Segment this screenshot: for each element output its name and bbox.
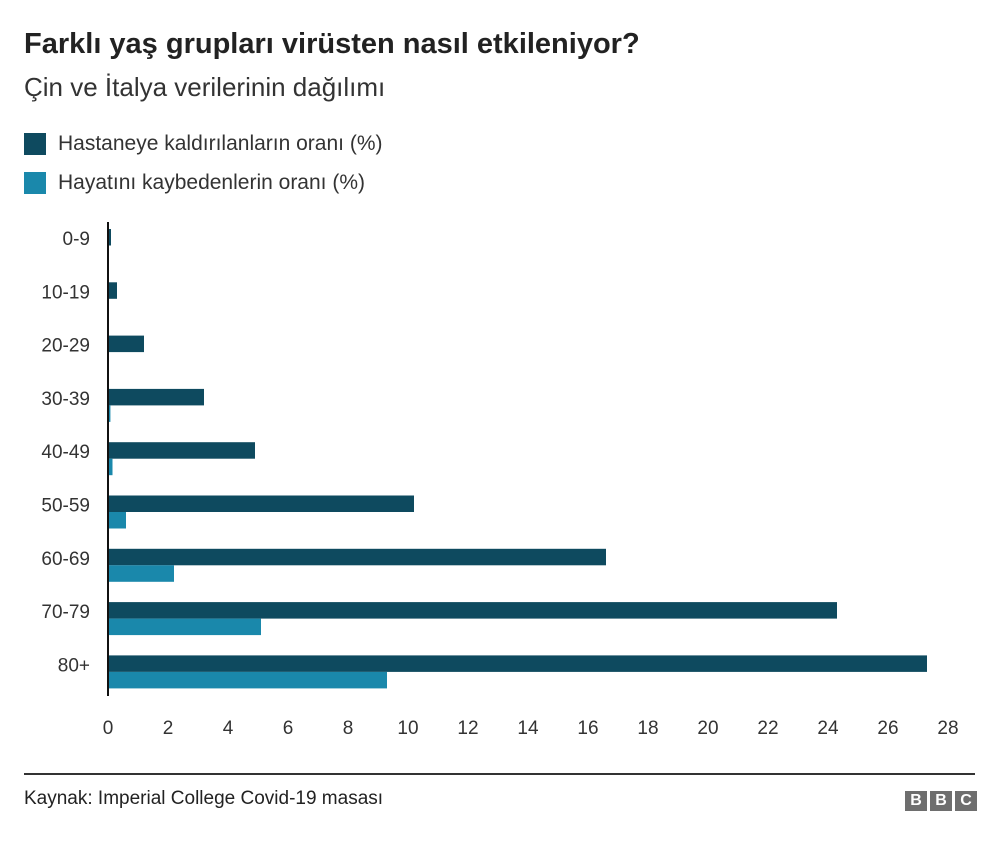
category-label: 10-19 [41, 282, 90, 303]
bar-hospitalised-40-49 [108, 442, 255, 459]
bar-deaths-60-69 [108, 565, 174, 582]
x-tick-label: 12 [457, 718, 478, 739]
x-tick-label: 16 [577, 718, 598, 739]
bar-hospitalised-30-39 [108, 388, 204, 406]
x-tick-label: 2 [163, 718, 174, 739]
legend-item-deaths: Hayatını kaybedenlerin oranı (%) [24, 171, 365, 195]
bar-deaths-80+ [108, 671, 387, 689]
x-tick-label: 22 [757, 718, 778, 739]
legend-item-hospitalised: Hastaneye kaldırılanların oranı (%) [24, 132, 383, 156]
legend-label: Hastaneye kaldırılanların oranı (%) [58, 132, 383, 155]
x-tick-label: 4 [223, 718, 234, 739]
chart-title: Farklı yaş grupları virüsten nasıl etkil… [24, 28, 640, 60]
bar-hospitalised-20-29 [108, 335, 144, 353]
category-label: 40-49 [41, 442, 90, 463]
category-label: 20-29 [41, 336, 90, 357]
bar-deaths-30-39 [108, 405, 111, 422]
source-note: Kaynak: Imperial College Covid-19 masası [24, 788, 384, 809]
bar-deaths-50-59 [108, 512, 126, 529]
chart-subtitle: Çin ve İtalya verilerinin dağılımı [24, 72, 386, 102]
category-label: 0-9 [63, 229, 90, 250]
category-label: 60-69 [41, 549, 90, 570]
x-tick-label: 18 [637, 718, 658, 739]
bar-hospitalised-80+ [108, 655, 927, 672]
category-label: 80+ [58, 655, 90, 676]
legend-label: Hayatını kaybedenlerin oranı (%) [58, 171, 365, 194]
bar-hospitalised-50-59 [108, 495, 414, 512]
x-tick-label: 20 [697, 718, 718, 739]
category-label: 70-79 [41, 602, 90, 623]
x-tick-label: 6 [283, 718, 294, 739]
category-label: 50-59 [41, 496, 90, 517]
x-tick-label: 8 [343, 718, 354, 739]
legend-swatch [24, 133, 46, 155]
x-tick-label: 28 [937, 718, 958, 739]
category-label: 30-39 [41, 389, 90, 410]
bar-hospitalised-70-79 [108, 602, 837, 619]
bar-hospitalised-0-9 [108, 229, 111, 246]
legend-swatch [24, 172, 46, 194]
x-tick-label: 10 [397, 718, 418, 739]
x-tick-label: 26 [877, 718, 898, 739]
bar-deaths-40-49 [108, 458, 113, 476]
bar-hospitalised-10-19 [108, 282, 117, 299]
bar-hospitalised-60-69 [108, 548, 606, 566]
x-tick-label: 14 [517, 718, 539, 739]
x-tick-label: 24 [817, 718, 839, 739]
bar-deaths-70-79 [108, 618, 261, 636]
footer-divider [24, 773, 975, 775]
x-tick-label: 0 [103, 718, 114, 739]
